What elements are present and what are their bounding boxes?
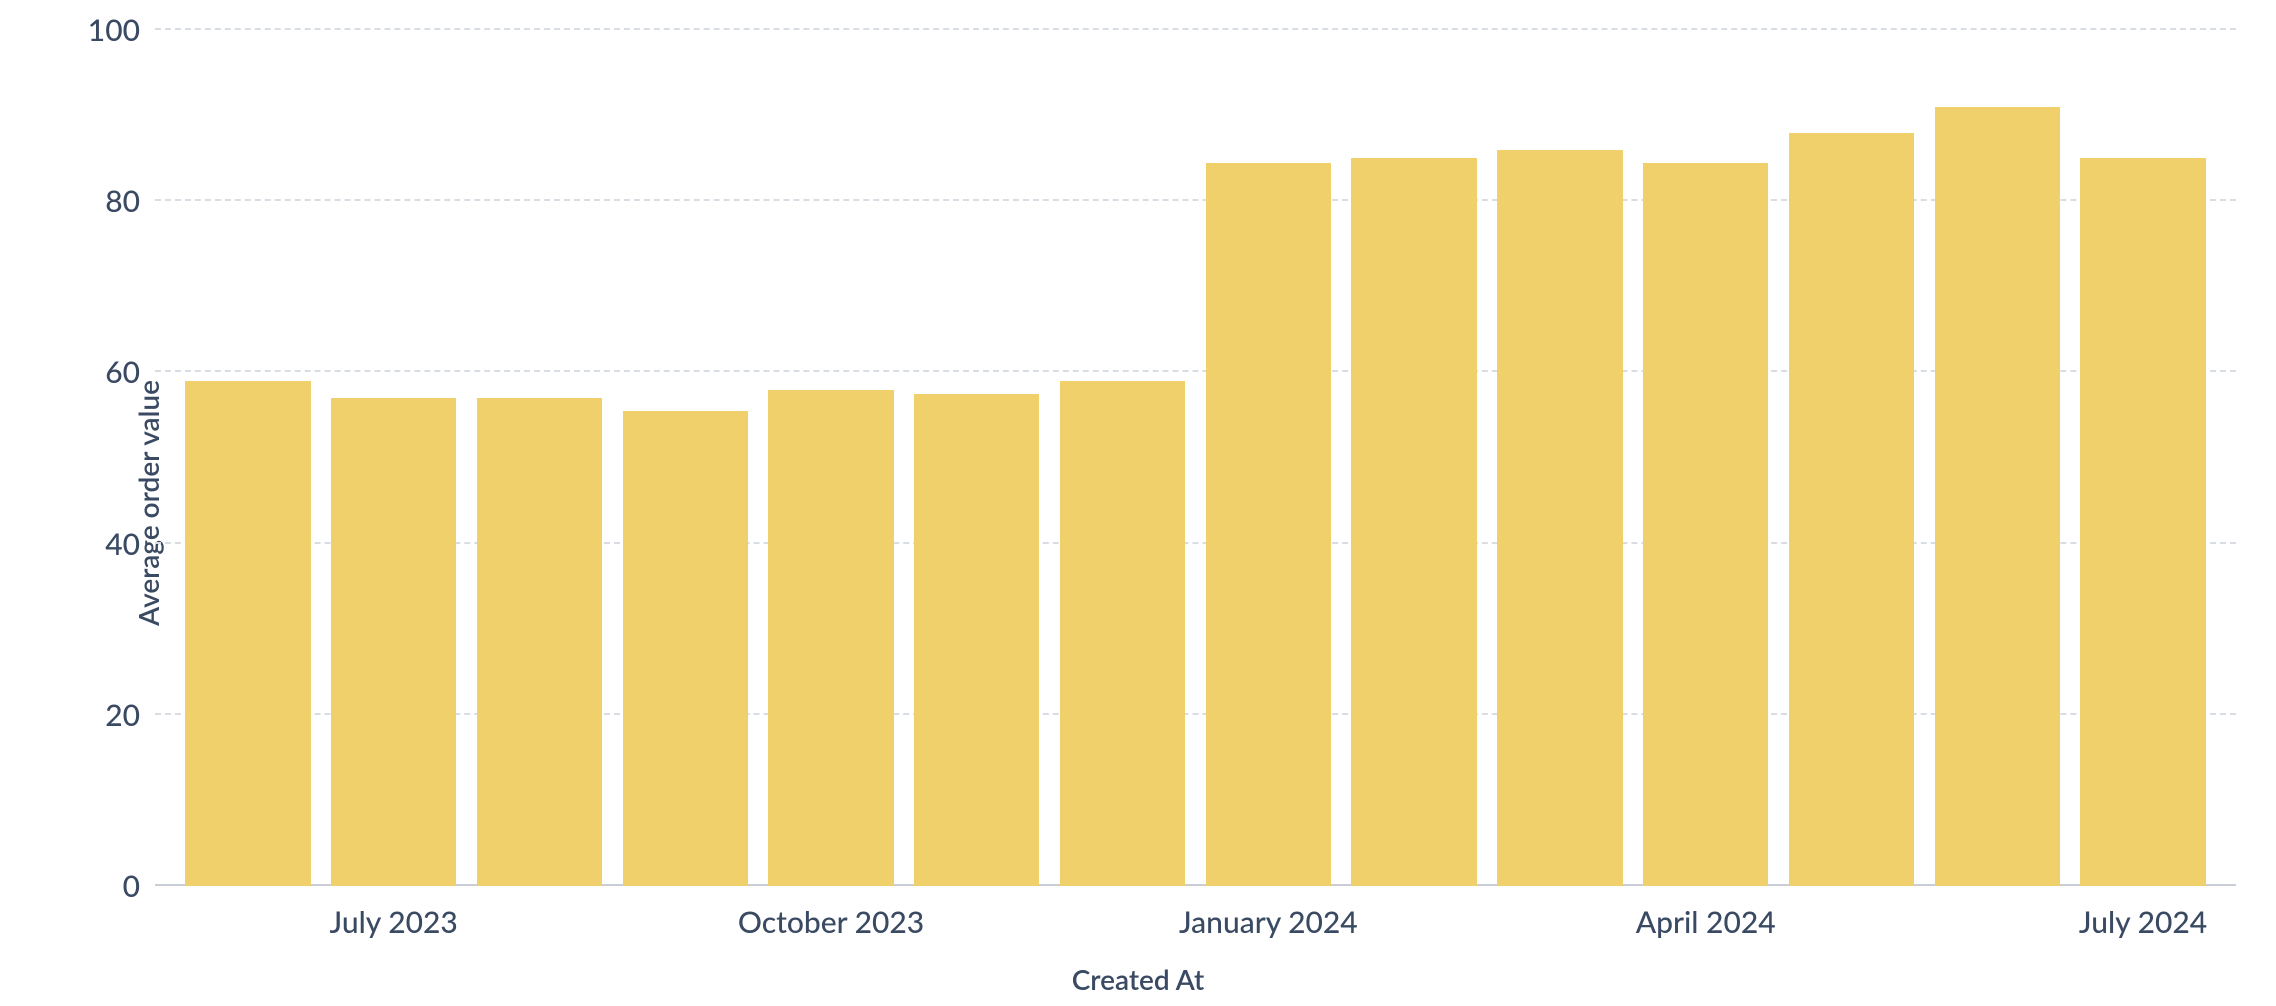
plot-area: 020406080100 July 2023October 2023Januar… bbox=[155, 30, 2236, 886]
y-tick-label: 40 bbox=[105, 526, 140, 562]
bar[interactable] bbox=[477, 398, 602, 886]
x-axis-label: Created At bbox=[1072, 962, 1205, 996]
x-tick-label: April 2024 bbox=[1636, 904, 1776, 940]
y-tick-label: 0 bbox=[123, 868, 140, 904]
bar[interactable] bbox=[1351, 158, 1476, 886]
bar-slot bbox=[175, 30, 321, 886]
bar-slot bbox=[1341, 30, 1487, 886]
bar-slot bbox=[904, 30, 1050, 886]
bar-slot: July 2023 bbox=[321, 30, 467, 886]
chart-container: Average order value Created At 020406080… bbox=[0, 0, 2276, 1006]
bar-slot: July 2024 bbox=[2070, 30, 2216, 886]
bar-slot bbox=[1924, 30, 2070, 886]
bar-slot bbox=[467, 30, 613, 886]
bars-group: July 2023 October 2023 January 2024 April 2… bbox=[155, 30, 2236, 886]
x-tick-label: January 2024 bbox=[1179, 904, 1358, 940]
y-tick-label: 20 bbox=[105, 697, 140, 733]
bar-slot bbox=[612, 30, 758, 886]
x-tick-label: July 2024 bbox=[2079, 904, 2207, 940]
bar[interactable] bbox=[1497, 150, 1622, 886]
bar[interactable] bbox=[623, 411, 748, 886]
bar-slot: April 2024 bbox=[1633, 30, 1779, 886]
bar[interactable] bbox=[768, 390, 893, 886]
y-tick-label: 80 bbox=[105, 183, 140, 219]
bar[interactable] bbox=[185, 381, 310, 886]
x-tick-label: July 2023 bbox=[330, 904, 458, 940]
bar-slot bbox=[1779, 30, 1925, 886]
y-tick-label: 60 bbox=[105, 354, 140, 390]
bar-slot: October 2023 bbox=[758, 30, 904, 886]
y-tick-label: 100 bbox=[88, 12, 140, 48]
x-tick-label: October 2023 bbox=[738, 904, 924, 940]
bar[interactable] bbox=[331, 398, 456, 886]
bar-slot: January 2024 bbox=[1195, 30, 1341, 886]
bar[interactable] bbox=[1206, 163, 1331, 886]
bar[interactable] bbox=[2080, 158, 2205, 886]
bar[interactable] bbox=[1789, 133, 1914, 886]
bar[interactable] bbox=[1935, 107, 2060, 886]
bar[interactable] bbox=[1060, 381, 1185, 886]
bar[interactable] bbox=[914, 394, 1039, 886]
bar-slot bbox=[1050, 30, 1196, 886]
bar-slot bbox=[1487, 30, 1633, 886]
bar[interactable] bbox=[1643, 163, 1768, 886]
